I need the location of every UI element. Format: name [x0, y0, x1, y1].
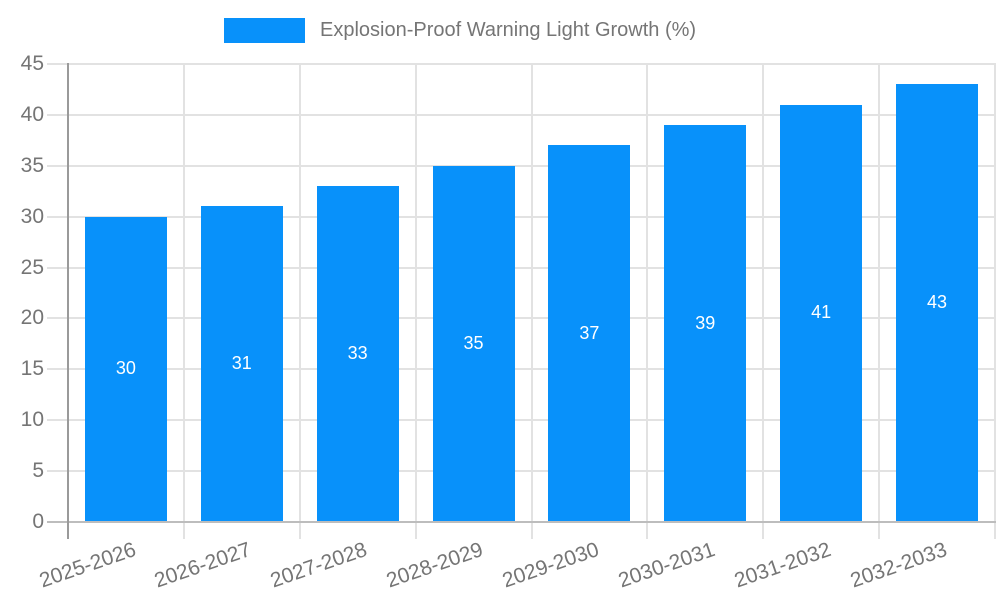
y-tick-label-10: 10	[20, 408, 44, 432]
bar-2030-2031: 39	[664, 125, 747, 521]
bar-value-label: 41	[811, 302, 832, 323]
gridline-x-1	[182, 63, 185, 539]
bar-2027-2028: 33	[316, 186, 399, 521]
gridline-y-45	[47, 63, 996, 65]
gridline-y-25	[47, 266, 996, 269]
bar-2026-2027: 31	[200, 206, 283, 521]
gridline-y-10	[47, 419, 996, 422]
bar-value-label: 30	[115, 358, 136, 379]
y-tick-label-30: 30	[20, 204, 44, 228]
x-axis-line	[47, 521, 996, 523]
gridline-y-20	[47, 317, 996, 320]
bar-value-label: 35	[463, 332, 484, 353]
y-tick-label-45: 45	[20, 52, 44, 75]
gridline-y-40	[47, 113, 996, 116]
x-tick-label-2028-2029: 2028-2029	[383, 538, 487, 593]
legend-label: Explosion-Proof Warning Light Growth (%)	[320, 19, 697, 41]
y-tick-label-15: 15	[20, 357, 44, 381]
bar-value-label: 43	[927, 292, 948, 313]
x-tick-label-2031-2032: 2031-2032	[731, 538, 834, 593]
y-tick-label-25: 25	[20, 255, 44, 279]
gridline-y-30	[47, 215, 996, 218]
x-tick-label-2030-2031: 2030-2031	[615, 538, 718, 593]
y-tick-label-20: 20	[20, 306, 44, 330]
gridline-y-5	[47, 470, 996, 473]
x-tick-label-2025-2026: 2025-2026	[35, 538, 139, 593]
bar-value-label: 31	[231, 353, 252, 374]
y-tick-label-40: 40	[20, 102, 44, 126]
gridline-x-8	[994, 63, 996, 539]
chart-legend[interactable]: Explosion-Proof Warning Light Growth (%)	[224, 18, 696, 43]
x-tick-label-2026-2027: 2026-2027	[151, 538, 255, 593]
bar-value-label: 33	[347, 343, 368, 364]
bar-2029-2030: 37	[548, 145, 631, 521]
y-tick-label-5: 5	[32, 459, 44, 483]
bar-2031-2032: 41	[780, 104, 863, 521]
gridline-x-5	[646, 63, 649, 539]
gridline-x-3	[414, 63, 417, 539]
gridline-y-15	[47, 368, 996, 371]
y-axis-line	[67, 63, 69, 539]
gridline-x-2	[298, 63, 301, 539]
legend-swatch	[224, 18, 305, 43]
bar-value-label: 39	[695, 312, 716, 333]
bar-2025-2026: 30	[84, 216, 167, 521]
gridline-x-7	[878, 63, 881, 539]
x-tick-label-2029-2030: 2029-2030	[499, 538, 602, 593]
gridline-y-35	[47, 164, 996, 167]
x-tick-label-2032-2033: 2032-2033	[847, 538, 950, 593]
gridline-x-6	[762, 63, 765, 539]
gridline-x-4	[530, 63, 533, 539]
bar-value-label: 37	[579, 322, 600, 343]
bar-2028-2029: 35	[432, 165, 515, 521]
y-tick-label-0: 0	[32, 510, 44, 533]
x-tick-label-2027-2028: 2027-2028	[267, 538, 371, 593]
bar-2032-2033: 43	[896, 84, 979, 521]
y-tick-label-35: 35	[20, 153, 44, 177]
